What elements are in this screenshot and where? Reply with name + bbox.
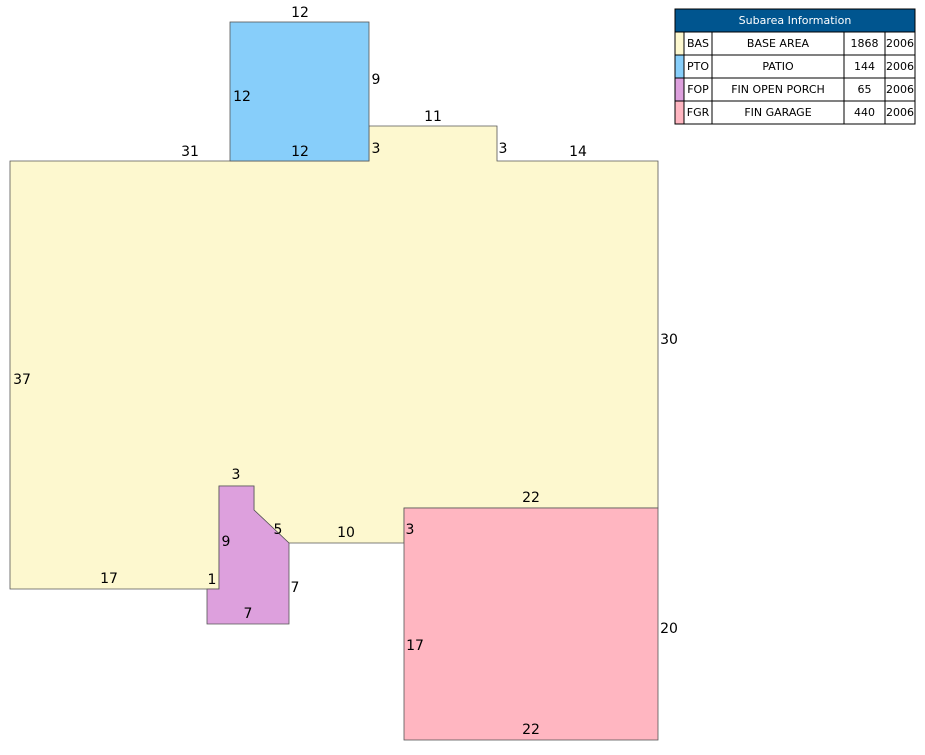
dimension: 12 — [233, 89, 251, 105]
dimension: 3 — [232, 467, 241, 483]
dimension: 1 — [208, 572, 217, 588]
cell-text: FIN OPEN PORCH — [731, 83, 825, 96]
dimension: 37 — [13, 372, 31, 388]
patio — [229, 21, 370, 162]
dimension: 5 — [274, 522, 283, 538]
swatch — [674, 77, 685, 102]
dimension: 11 — [424, 109, 442, 125]
cell-text: 1868 — [851, 37, 879, 50]
cell-text: 2006 — [886, 60, 914, 73]
cell-text: FGR — [687, 106, 710, 119]
cell-text: 2006 — [886, 37, 914, 50]
dimension: 10 — [337, 525, 355, 541]
dimension: 31 — [181, 144, 199, 160]
cell-text: FIN GARAGE — [744, 106, 811, 119]
dimension: 22 — [522, 490, 540, 506]
dimension: 20 — [660, 621, 678, 637]
table-body: BAS BASE AREA 1868 2006 PTO PATIO 144 2006 FOP FI… — [674, 31, 916, 125]
swatch — [674, 100, 685, 125]
cell-text: FOP — [687, 83, 709, 96]
dimension: 3 — [406, 522, 415, 538]
swatch — [674, 54, 685, 79]
table-cell — [884, 100, 916, 125]
dimension: 30 — [660, 332, 678, 348]
cell-text: 2006 — [886, 106, 914, 119]
dimension: 7 — [291, 580, 300, 596]
dimension-labels: 12 9 12 12 31 11 3 3 14 30 37 3 22 5 10 … — [13, 5, 678, 738]
dimension: 12 — [291, 144, 309, 160]
garage — [403, 507, 659, 741]
cell-text: 144 — [854, 60, 875, 73]
dimension: 9 — [372, 72, 381, 88]
cell-text: 440 — [854, 106, 875, 119]
cell-text: 65 — [858, 83, 872, 96]
dimension: 12 — [291, 5, 309, 21]
dimension: 3 — [372, 141, 381, 157]
dimension: 7 — [244, 606, 253, 622]
dimension: 9 — [222, 534, 231, 550]
dimension: 14 — [569, 144, 587, 160]
cell-text: PTO — [687, 60, 709, 73]
cell-text: BASE AREA — [747, 37, 810, 50]
dimension: 3 — [499, 141, 508, 157]
cell-text: 2006 — [886, 83, 914, 96]
dimension: 17 — [406, 638, 424, 654]
swatch — [674, 31, 685, 56]
open-porch — [206, 485, 290, 625]
cell-text: PATIO — [762, 60, 794, 73]
subarea-table: Subarea Information BAS BASE AREA 1868 2006… — [674, 8, 916, 125]
dimension: 17 — [100, 571, 118, 587]
table-title: Subarea Information — [739, 14, 852, 27]
cell-text: BAS — [687, 37, 709, 50]
dimension: 22 — [522, 722, 540, 738]
